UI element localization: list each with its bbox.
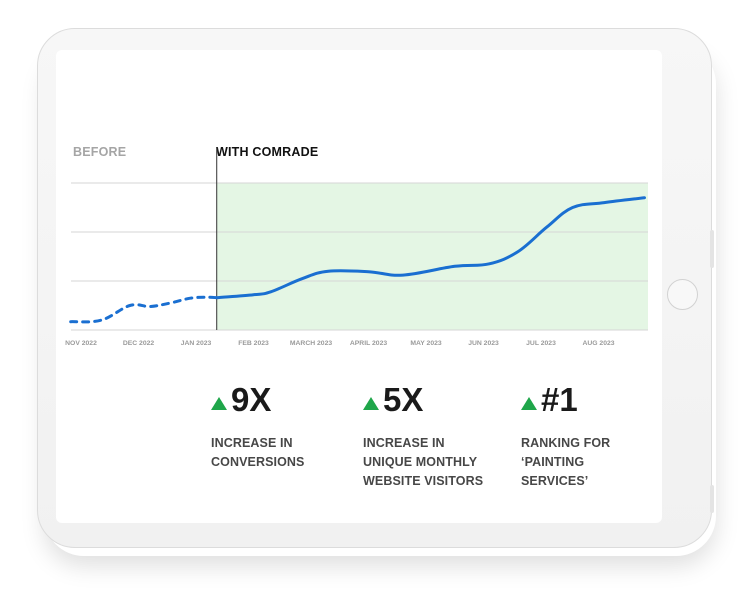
x-tick-label: AUG 2023 bbox=[582, 340, 614, 347]
x-tick-label: NOV 2022 bbox=[65, 340, 97, 347]
before-period-label: BEFORE bbox=[73, 145, 126, 159]
series-line-after bbox=[215, 196, 646, 300]
stat-conversions: 9X INCREASE IN CONVERSIONS bbox=[211, 380, 304, 472]
triangle-up-icon bbox=[521, 396, 537, 410]
x-tick-label: JUN 2023 bbox=[468, 340, 499, 347]
tablet-screen: BEFORE WITH COMRADE NOV 2022 DEC 2022 JAN … bbox=[56, 50, 662, 523]
stat-value: #1 bbox=[541, 381, 578, 418]
stat-value: 9X bbox=[231, 381, 272, 418]
x-tick-label: JAN 2023 bbox=[181, 340, 212, 347]
stat-ranking: #1 RANKING FOR ‘PAINTING SERVICES’ bbox=[521, 380, 610, 491]
x-tick-label: APRIL 2023 bbox=[350, 340, 387, 347]
x-tick-label: MARCH 2023 bbox=[290, 340, 333, 347]
x-tick-label: DEC 2022 bbox=[123, 340, 155, 347]
stat-value: 5X bbox=[383, 381, 424, 418]
stat-visitors: 5X INCREASE IN UNIQUE MONTHLY WEBSITE VI… bbox=[363, 380, 483, 491]
x-tick-label: FEB 2023 bbox=[238, 340, 269, 347]
series-line-before bbox=[69, 295, 219, 324]
stat-description: INCREASE IN CONVERSIONS bbox=[211, 436, 305, 469]
triangle-up-icon bbox=[363, 396, 379, 410]
home-button[interactable] bbox=[667, 279, 698, 310]
side-button bbox=[710, 485, 714, 513]
triangle-up-icon bbox=[211, 396, 227, 410]
stat-description: RANKING FOR ‘PAINTING SERVICES’ bbox=[521, 436, 611, 488]
traffic-line-chart: BEFORE WITH COMRADE NOV 2022 DEC 2022 JAN … bbox=[65, 145, 648, 347]
x-tick-label: MAY 2023 bbox=[410, 340, 442, 347]
volume-button bbox=[710, 230, 714, 268]
x-tick-label: JUL 2023 bbox=[526, 340, 556, 347]
after-period-label: WITH COMRADE bbox=[216, 145, 318, 159]
stat-description: INCREASE IN UNIQUE MONTHLY WEBSITE VISIT… bbox=[363, 436, 484, 488]
